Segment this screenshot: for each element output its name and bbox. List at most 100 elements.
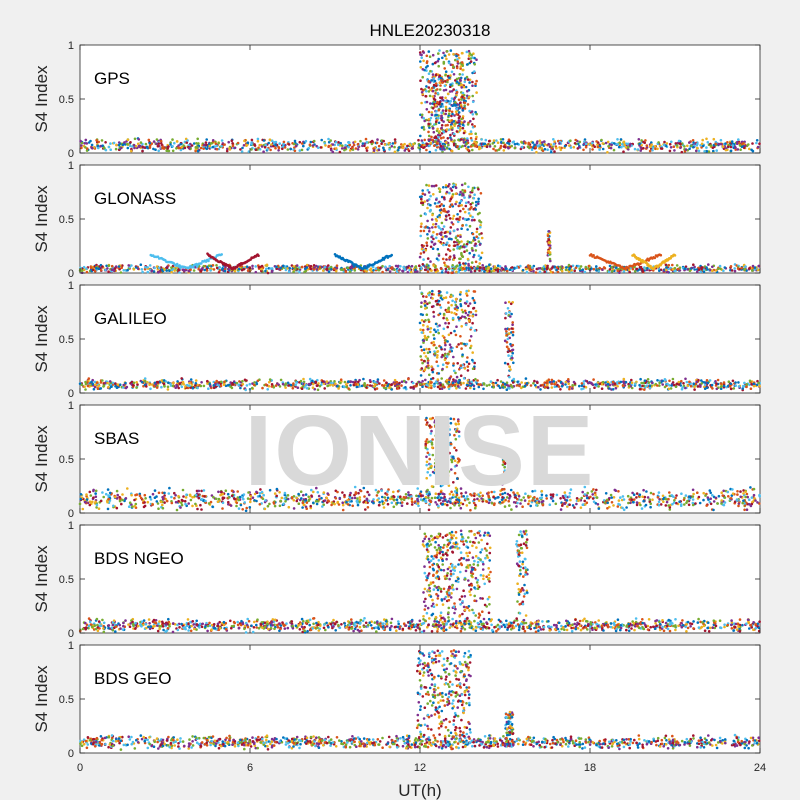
data-point xyxy=(425,263,429,267)
data-point xyxy=(696,142,699,146)
data-point xyxy=(368,384,372,387)
data-point xyxy=(344,270,348,274)
data-point xyxy=(492,386,496,389)
data-point xyxy=(270,143,273,146)
data-point xyxy=(504,339,507,343)
data-point xyxy=(388,148,391,151)
data-point xyxy=(478,262,482,265)
data-point xyxy=(471,351,475,354)
data-point xyxy=(658,381,661,385)
data-point xyxy=(446,271,450,274)
data-point xyxy=(547,241,551,244)
data-point xyxy=(531,141,535,144)
data-point xyxy=(449,133,452,137)
data-point xyxy=(447,99,450,103)
data-point xyxy=(560,269,564,273)
data-point xyxy=(309,267,313,271)
data-point xyxy=(229,385,232,388)
data-point xyxy=(444,99,447,103)
data-point xyxy=(435,142,439,145)
data-point xyxy=(107,270,110,274)
data-point xyxy=(117,265,121,268)
data-point xyxy=(611,380,615,384)
data-point xyxy=(97,140,100,144)
data-point xyxy=(466,123,470,126)
data-point xyxy=(646,267,649,270)
data-point xyxy=(429,69,432,73)
data-point xyxy=(139,263,143,267)
data-point xyxy=(567,378,570,381)
data-point xyxy=(559,265,562,269)
data-point xyxy=(462,85,466,89)
data-point xyxy=(233,269,237,273)
data-point xyxy=(436,350,439,354)
data-point xyxy=(496,268,500,271)
data-point xyxy=(443,353,447,356)
data-point xyxy=(441,99,445,102)
data-point xyxy=(372,149,376,152)
data-point xyxy=(459,267,462,270)
data-point xyxy=(448,119,452,122)
data-point xyxy=(305,266,309,269)
data-point xyxy=(154,383,158,386)
data-point xyxy=(557,385,561,388)
data-point xyxy=(100,139,104,142)
data-point xyxy=(223,380,226,384)
data-point xyxy=(430,365,433,368)
data-point xyxy=(291,386,295,390)
data-point xyxy=(132,268,136,271)
data-point xyxy=(172,381,175,385)
data-point xyxy=(428,150,432,154)
data-point xyxy=(442,196,446,199)
data-point xyxy=(471,215,474,219)
data-point xyxy=(462,377,466,380)
data-point xyxy=(464,85,468,89)
data-point xyxy=(443,261,446,265)
data-point xyxy=(640,144,643,147)
data-point xyxy=(736,267,740,270)
data-point xyxy=(323,387,327,390)
data-point xyxy=(141,270,144,274)
data-point xyxy=(90,266,93,270)
data-point xyxy=(440,267,443,271)
data-point xyxy=(735,140,739,144)
data-point xyxy=(643,379,647,383)
data-point xyxy=(222,383,226,387)
data-point xyxy=(477,385,481,389)
data-point xyxy=(463,245,466,249)
data-point xyxy=(448,343,452,347)
data-point xyxy=(723,266,727,269)
data-point xyxy=(225,149,229,153)
data-point xyxy=(460,240,463,243)
data-point xyxy=(196,149,200,153)
data-point xyxy=(643,266,646,269)
data-point xyxy=(334,269,338,273)
data-point xyxy=(491,142,495,145)
data-point xyxy=(463,301,467,305)
data-point xyxy=(220,144,223,148)
data-point xyxy=(555,146,558,150)
data-point xyxy=(166,145,169,149)
data-point xyxy=(305,387,309,390)
data-point xyxy=(166,385,170,389)
data-point xyxy=(391,142,395,145)
data-point xyxy=(445,50,449,53)
data-point xyxy=(661,383,664,386)
data-point xyxy=(758,142,761,145)
data-point xyxy=(466,103,470,106)
data-point xyxy=(686,144,689,148)
data-point xyxy=(505,269,509,273)
data-point xyxy=(147,138,151,142)
data-point xyxy=(457,381,460,384)
data-point xyxy=(433,202,437,205)
data-point xyxy=(428,373,431,377)
data-point xyxy=(439,384,442,387)
data-point xyxy=(441,109,445,112)
data-point xyxy=(148,383,151,387)
data-point xyxy=(300,148,304,152)
data-point xyxy=(456,60,460,63)
data-point xyxy=(194,379,198,382)
data-point xyxy=(365,270,368,273)
data-point xyxy=(463,189,467,192)
data-point xyxy=(434,330,438,334)
